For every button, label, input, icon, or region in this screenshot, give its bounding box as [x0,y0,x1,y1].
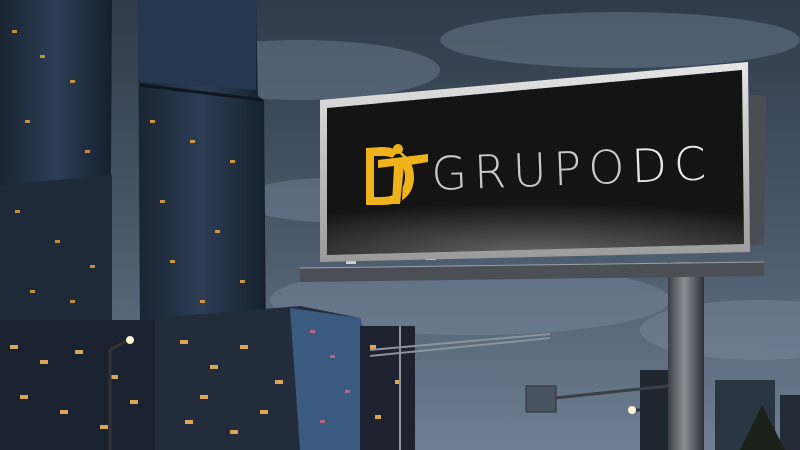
road-sign [525,384,669,413]
billboard-pole [668,262,704,450]
brand-name-text: GRUPODC [430,136,714,201]
brand-part-grupo: GRUPO [430,139,632,201]
street-light-left [108,336,134,450]
construction-crane [369,326,551,450]
left-skyscraper [0,0,112,340]
brand-part-dc: DC [630,136,714,193]
billboard: GRUPODC [320,62,750,262]
middle-skyscraper [138,0,266,340]
lower-buildings [0,306,415,450]
right-buildings [640,370,800,450]
christ-redeemer-silhouette-icon [366,144,428,205]
